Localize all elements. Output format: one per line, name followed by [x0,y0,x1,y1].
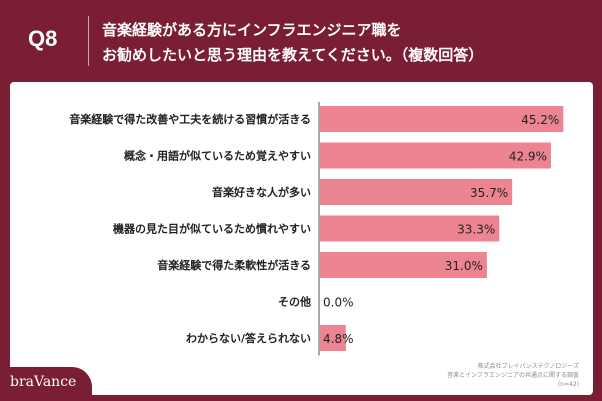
bar-chart: 音楽経験で得た改善や工夫を続ける習慣が活きる 45.2% 概念・用語が似ているため覚… [69,102,564,356]
chart-panel: 音楽経験で得た改善や工夫を続ける習慣が活きる 45.2% 概念・用語が似ているため覚… [10,82,593,395]
header: Q8 音楽経験がある方にインフラエンジニア職を お勧めしたいと思う理由を教えてく… [0,0,602,78]
category-label: 機器の見た目が似ているため慣れやすい [113,222,311,236]
bar [320,179,513,205]
bar [320,215,500,242]
value-label: 33.3% [457,223,495,237]
category-label: 概念・用語が似ているため覚えやすい [124,149,311,163]
title-line-1: 音楽経験がある方にインフラエンジニア職を [102,21,402,39]
sample-size: (n=42) [557,381,579,388]
value-label: 0.0% [323,296,354,310]
source-company: 株式会社ブレイバンステクノロジーズ [477,363,579,370]
bar [320,106,564,132]
value-label: 45.2% [521,113,559,127]
bar [320,252,487,278]
question-number: Q8 [28,26,58,51]
category-label: その他 [278,295,311,309]
value-label: 42.9% [509,150,547,164]
value-label: 4.8% [323,332,354,346]
source-note: 株式会社ブレイバンステクノロジーズ 音楽とインフラエンジニアの共通点に関する調査… [447,362,579,389]
brand-logo: braVance [10,374,77,390]
category-label: 音楽経験で得た改善や工夫を続ける習慣が活きる [69,112,311,126]
bar [320,142,551,169]
header-divider [88,16,89,66]
value-label: 35.7% [470,186,508,200]
category-label: 音楽経験で得た柔軟性が活きる [157,258,311,272]
bar [320,325,346,351]
source-survey: 音楽とインフラエンジニアの共通点に関する調査 [447,372,579,379]
title-line-2: お勧めしたいと思う理由を教えてください。（複数回答） [102,46,484,64]
category-label: わからない/答えられない [186,331,311,345]
value-label: 31.0% [445,259,483,273]
category-label: 音楽好きな人が多い [212,185,311,199]
page-title: 音楽経験がある方にインフラエンジニア職を お勧めしたいと思う理由を教えてください… [102,18,483,68]
brand-tab: braVance [0,367,92,401]
